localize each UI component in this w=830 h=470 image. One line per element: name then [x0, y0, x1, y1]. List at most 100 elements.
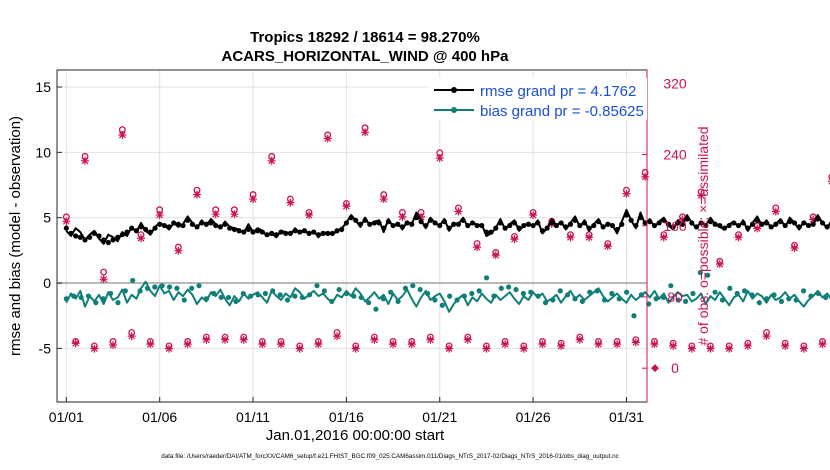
rmse-marker: [259, 229, 265, 235]
rmse-marker: [455, 221, 462, 227]
rmse-marker: [175, 221, 181, 227]
rmse-marker: [539, 228, 546, 234]
obs-assimilated-marker: [734, 233, 743, 242]
rmse-marker: [605, 221, 611, 227]
bias-marker: [115, 300, 121, 306]
y-axis-left-label: rmse and bias (model - observation): [7, 116, 24, 356]
rmse-marker: [73, 233, 79, 239]
rmse-marker: [731, 220, 737, 226]
obs-assimilated-marker: [454, 207, 463, 216]
bias-marker: [705, 272, 711, 278]
obs-assimilated-marker: [239, 335, 248, 344]
rmse-marker: [199, 220, 205, 226]
rmse-marker: [567, 221, 574, 227]
rmse-marker: [437, 222, 443, 229]
y-right-tick-label: 80: [667, 289, 683, 305]
rmse-marker: [824, 224, 830, 230]
legend-box: [428, 78, 647, 120]
legend-rmse-label: rmse grand pr = 4.1762: [480, 83, 636, 100]
bias-marker: [793, 297, 799, 303]
rmse-marker: [152, 225, 158, 231]
rmse-marker: [306, 230, 312, 236]
rmse-marker: [586, 225, 592, 231]
rmse-marker: [479, 222, 485, 229]
bias-marker: [682, 298, 689, 304]
y-axis-right-label: # of obs: o=possible; ×=assimilated: [695, 126, 711, 345]
rmse-marker: [185, 217, 191, 223]
bias-marker: [690, 290, 696, 297]
obs-assimilated-marker: [557, 341, 566, 350]
bias-marker: [454, 297, 460, 303]
rmse-marker: [250, 229, 256, 235]
obs-assimilated-marker: [221, 335, 230, 344]
rmse-marker: [432, 220, 438, 226]
rmse-marker: [553, 222, 560, 229]
bias-marker: [668, 283, 674, 289]
bias-marker: [174, 285, 180, 291]
obs-assimilated-marker: [351, 344, 360, 353]
rmse-marker: [749, 221, 756, 227]
rmse-marker: [329, 230, 335, 236]
obs-assimilated-marker: [62, 217, 71, 226]
rmse-marker: [735, 222, 742, 229]
bias-marker: [469, 290, 475, 297]
rmse-marker: [255, 228, 261, 234]
rmse-marker: [320, 230, 326, 236]
bias-marker: [373, 306, 379, 312]
rmse-marker: [544, 225, 550, 231]
chart-title-line1: Tropics 18292 / 18614 = 98.270%: [250, 29, 480, 46]
rmse-marker: [203, 221, 209, 227]
bias-marker: [712, 289, 718, 295]
rmse-marker: [469, 220, 476, 226]
bias-marker: [719, 297, 726, 303]
rmse-marker: [138, 224, 144, 230]
rmse-marker: [563, 224, 569, 230]
obs-assimilated-marker: [417, 212, 426, 221]
obs-assimilated-marker: [669, 341, 678, 350]
obs-assimilated-marker: [99, 275, 108, 284]
footer-data-file: data file: /Users/raeder/DAI/ATM_forcXX/…: [161, 453, 618, 460]
bias-marker: [380, 296, 386, 302]
rmse-marker: [157, 221, 163, 227]
rmse-marker: [362, 217, 368, 223]
bias-marker: [277, 292, 283, 298]
x-tick-label: 01/26: [516, 409, 551, 425]
rmse-marker: [488, 229, 494, 235]
rmse-marker: [283, 230, 289, 236]
rmse-marker: [241, 229, 247, 235]
rmse-marker: [619, 221, 625, 227]
bias-marker: [764, 296, 770, 302]
rmse-marker: [236, 228, 242, 234]
rmse-marker: [763, 220, 770, 226]
obs-assimilated-marker: [678, 215, 687, 224]
bias-marker: [786, 296, 792, 302]
rmse-marker: [385, 219, 392, 225]
rmse-marker: [707, 219, 714, 225]
rmse-marker: [399, 224, 406, 230]
rmse-marker: [768, 224, 774, 230]
rmse-marker: [194, 224, 200, 230]
obs-assimilated-marker: [342, 202, 351, 211]
bias-marker: [697, 269, 703, 276]
rmse-marker: [796, 224, 802, 230]
bias-marker: [78, 294, 84, 301]
bias-marker: [395, 298, 401, 304]
rmse-marker: [670, 224, 676, 230]
obs-assimilated-marker: [566, 233, 575, 242]
obs-assimilated-marker: [426, 335, 435, 344]
rmse-marker: [572, 217, 578, 223]
bias-marker: [447, 293, 453, 299]
rmse-marker: [712, 221, 718, 227]
rmse-marker: [721, 225, 728, 231]
bias-marker: [402, 285, 409, 291]
bias-marker: [417, 286, 423, 293]
bias-series: [63, 269, 830, 319]
obs-assimilated-marker: [491, 251, 500, 260]
obs-assimilated-marker: [314, 340, 323, 349]
rmse-marker: [189, 221, 195, 227]
rmse-marker: [404, 220, 410, 226]
rmse-marker: [628, 217, 634, 223]
x-tick-label: 01/11: [236, 409, 270, 425]
obs-assimilated-marker: [659, 233, 668, 242]
obs-possible-marker: [100, 268, 108, 276]
